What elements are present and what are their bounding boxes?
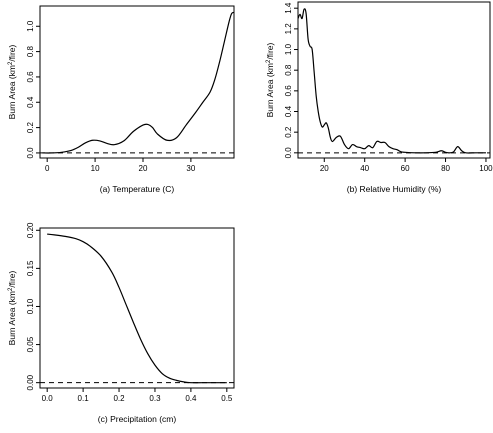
y-tick-label: 0.4 <box>284 105 293 117</box>
y-tick-label: 0.00 <box>26 374 35 390</box>
x-tick-label: 100 <box>479 164 493 173</box>
x-tick-label: 60 <box>401 164 410 173</box>
x-tick-label: 0.0 <box>42 394 54 403</box>
burn-area-curve <box>47 233 227 384</box>
x-tick-label: 0.1 <box>78 394 90 403</box>
panel-precipitation: 0.0 0.1 0.2 0.3 0.4 0.5 0.00 0.05 0.10 0.15 0.20 (c… <box>7 222 235 424</box>
y-tick-label: 0.2 <box>26 121 35 133</box>
y-tick-label: 0.4 <box>26 96 35 108</box>
y-tick-label: 1.4 <box>284 2 293 14</box>
plot-frame <box>297 1 491 159</box>
y-tick-label: 0.2 <box>284 126 293 138</box>
y-tick-label: 1.2 <box>284 23 293 35</box>
y-tick-label: 0.6 <box>284 85 293 97</box>
burn-area-curve <box>298 8 486 154</box>
x-tick-label: 80 <box>441 164 450 173</box>
x-tick-label: 20 <box>139 164 148 173</box>
x-tick-label: 0.3 <box>149 394 161 403</box>
y-axis-label: Burn Area (km2/fire) <box>265 42 275 117</box>
y-tick-label: 0.6 <box>26 71 35 83</box>
x-tick-label: 0.4 <box>185 394 197 403</box>
plot-frame <box>39 227 235 389</box>
x-tick-label: 0 <box>45 164 50 173</box>
y-tick-label: 0.05 <box>26 336 35 352</box>
x-tick-label: 20 <box>320 164 329 173</box>
x-tick-label: 10 <box>91 164 100 173</box>
y-tick-label: 0.15 <box>26 260 35 276</box>
panel-temperature: 0 10 20 30 0.0 0.2 0.4 0.6 0.8 1.0 (a) Temperature… <box>7 5 235 194</box>
x-axis-label: (a) Temperature (C) <box>100 184 175 194</box>
plot-frame <box>39 5 235 159</box>
y-tick-label: 0.8 <box>26 45 35 57</box>
y-tick-label: 1.0 <box>26 20 35 32</box>
y-axis-label: Burn Area (km2/fire) <box>7 44 17 119</box>
x-axis-label: (b) Relative Humidity (%) <box>347 184 442 194</box>
y-tick-label: 0.20 <box>26 222 35 238</box>
y-tick-label: 0.8 <box>284 64 293 76</box>
x-tick-label: 0.5 <box>221 394 233 403</box>
x-tick-label: 40 <box>360 164 369 173</box>
y-axis-label: Burn Area (km2/fire) <box>7 270 17 345</box>
burn-area-curve <box>42 11 234 154</box>
x-axis-label: (c) Precipitation (cm) <box>98 414 177 424</box>
y-tick-label: 0.10 <box>26 298 35 314</box>
panel-humidity: 20 40 60 80 100 0.0 0.2 0.4 0.6 0.8 1.0 1.2 1.4 (b) R… <box>265 1 493 194</box>
y-tick-label: 0.0 <box>26 147 35 159</box>
x-tick-label: 0.2 <box>113 394 125 403</box>
y-tick-label: 0.0 <box>284 147 293 159</box>
y-tick-label: 1.0 <box>284 43 293 55</box>
x-tick-label: 30 <box>186 164 195 173</box>
